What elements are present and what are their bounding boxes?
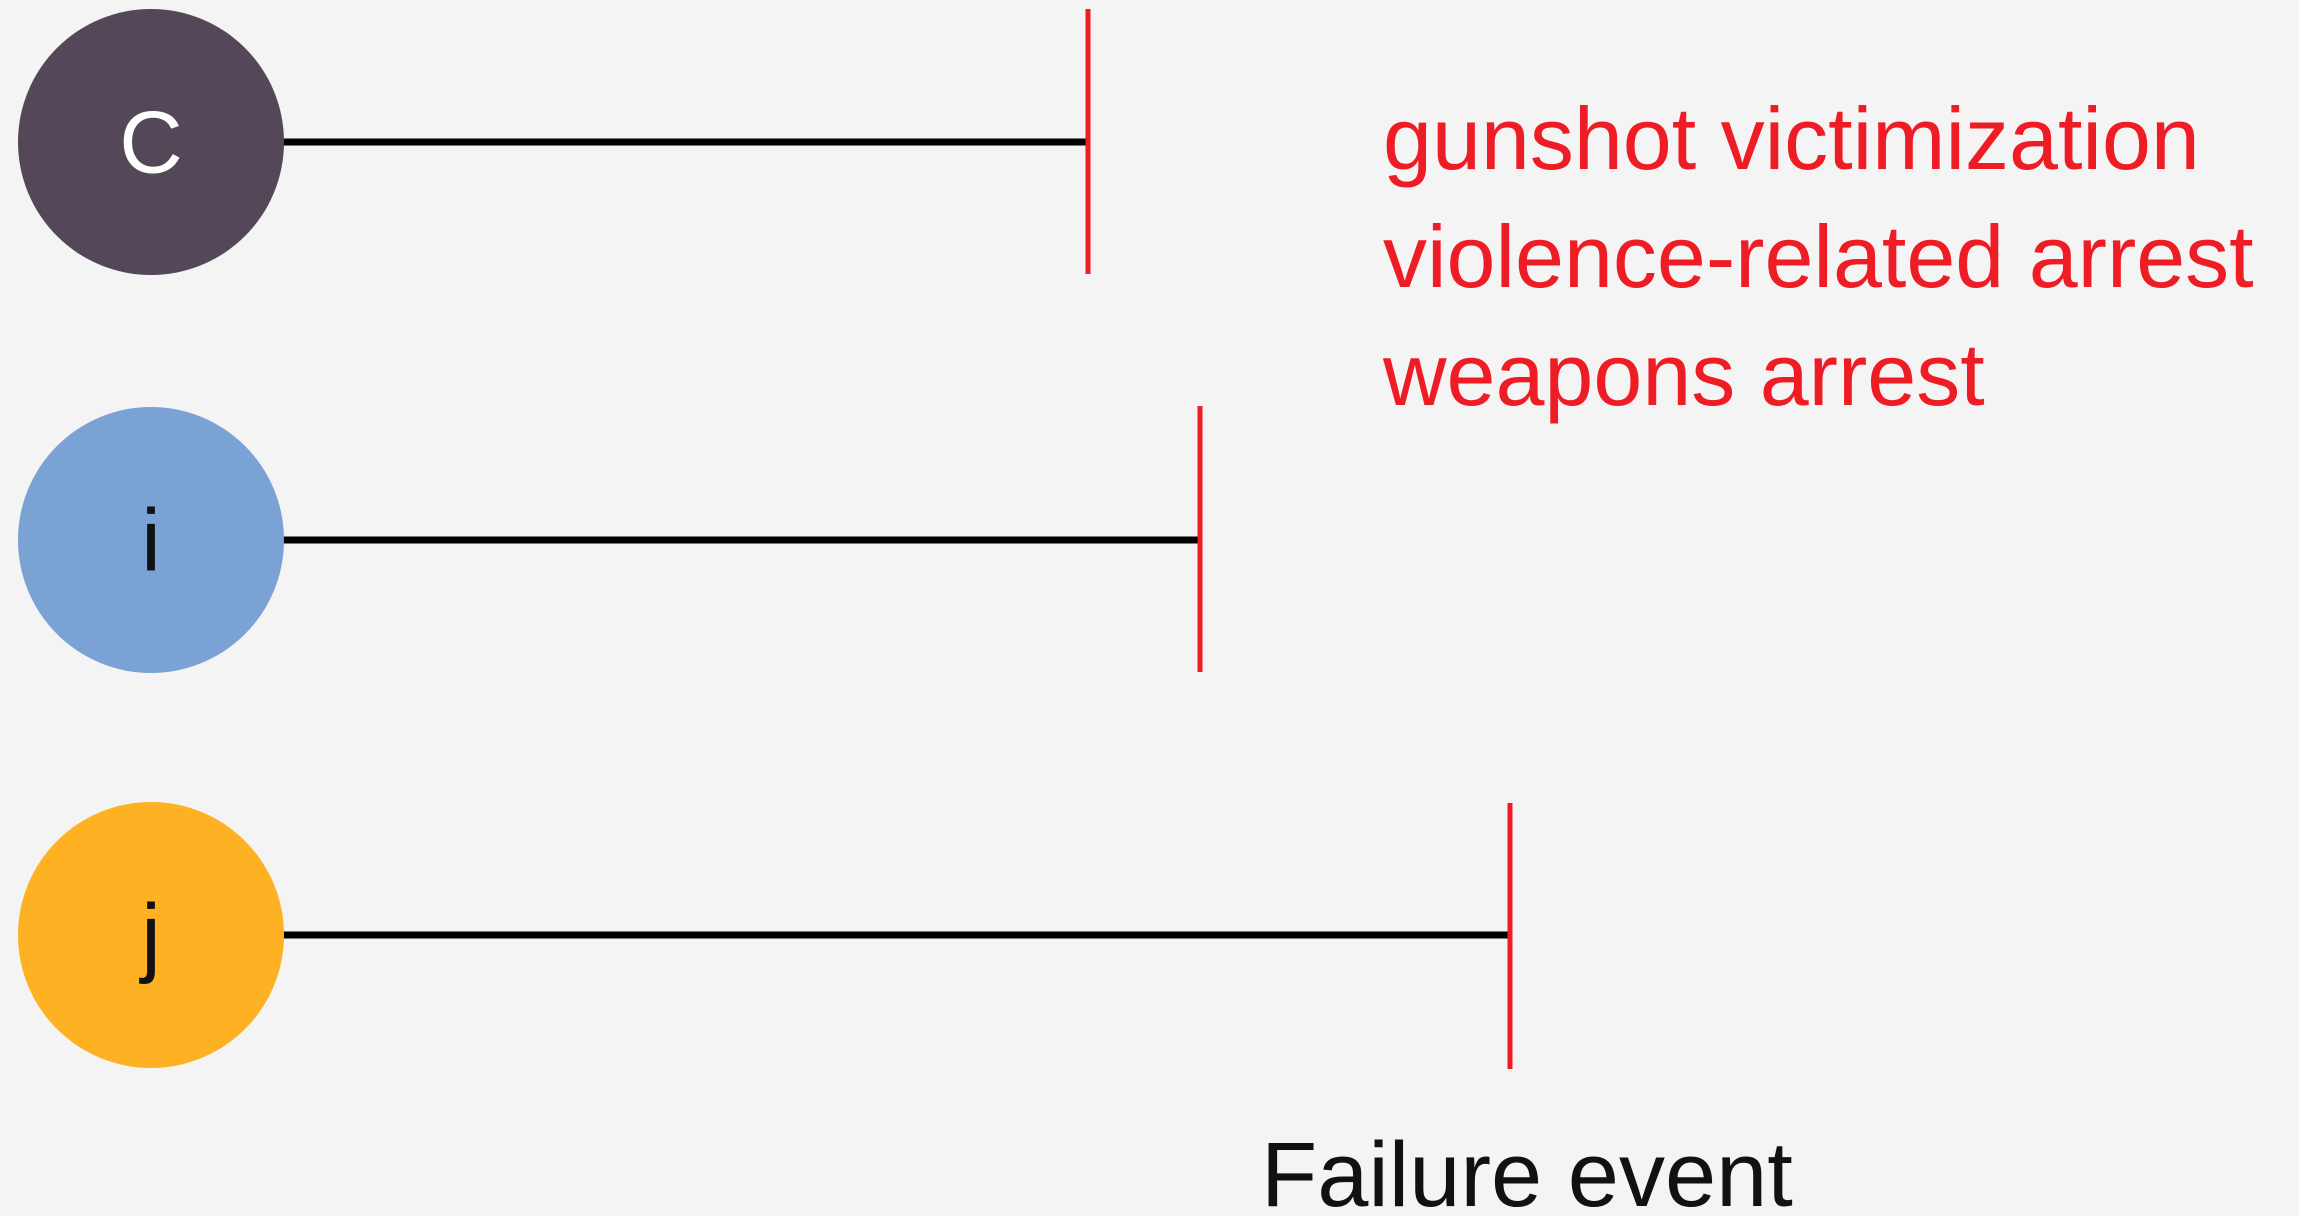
event-label: gunshot victimization	[1383, 89, 2200, 188]
node-label: j	[138, 886, 161, 985]
node-circle	[18, 802, 284, 1068]
event-label: violence-related arrest	[1383, 207, 2254, 306]
node-circle	[18, 9, 284, 275]
node-label: C	[119, 93, 183, 192]
caption: Failure event	[1261, 1124, 1793, 1216]
node-label: i	[141, 491, 161, 590]
event-label: weapons arrest	[1382, 325, 1985, 424]
node-circle	[18, 407, 284, 673]
